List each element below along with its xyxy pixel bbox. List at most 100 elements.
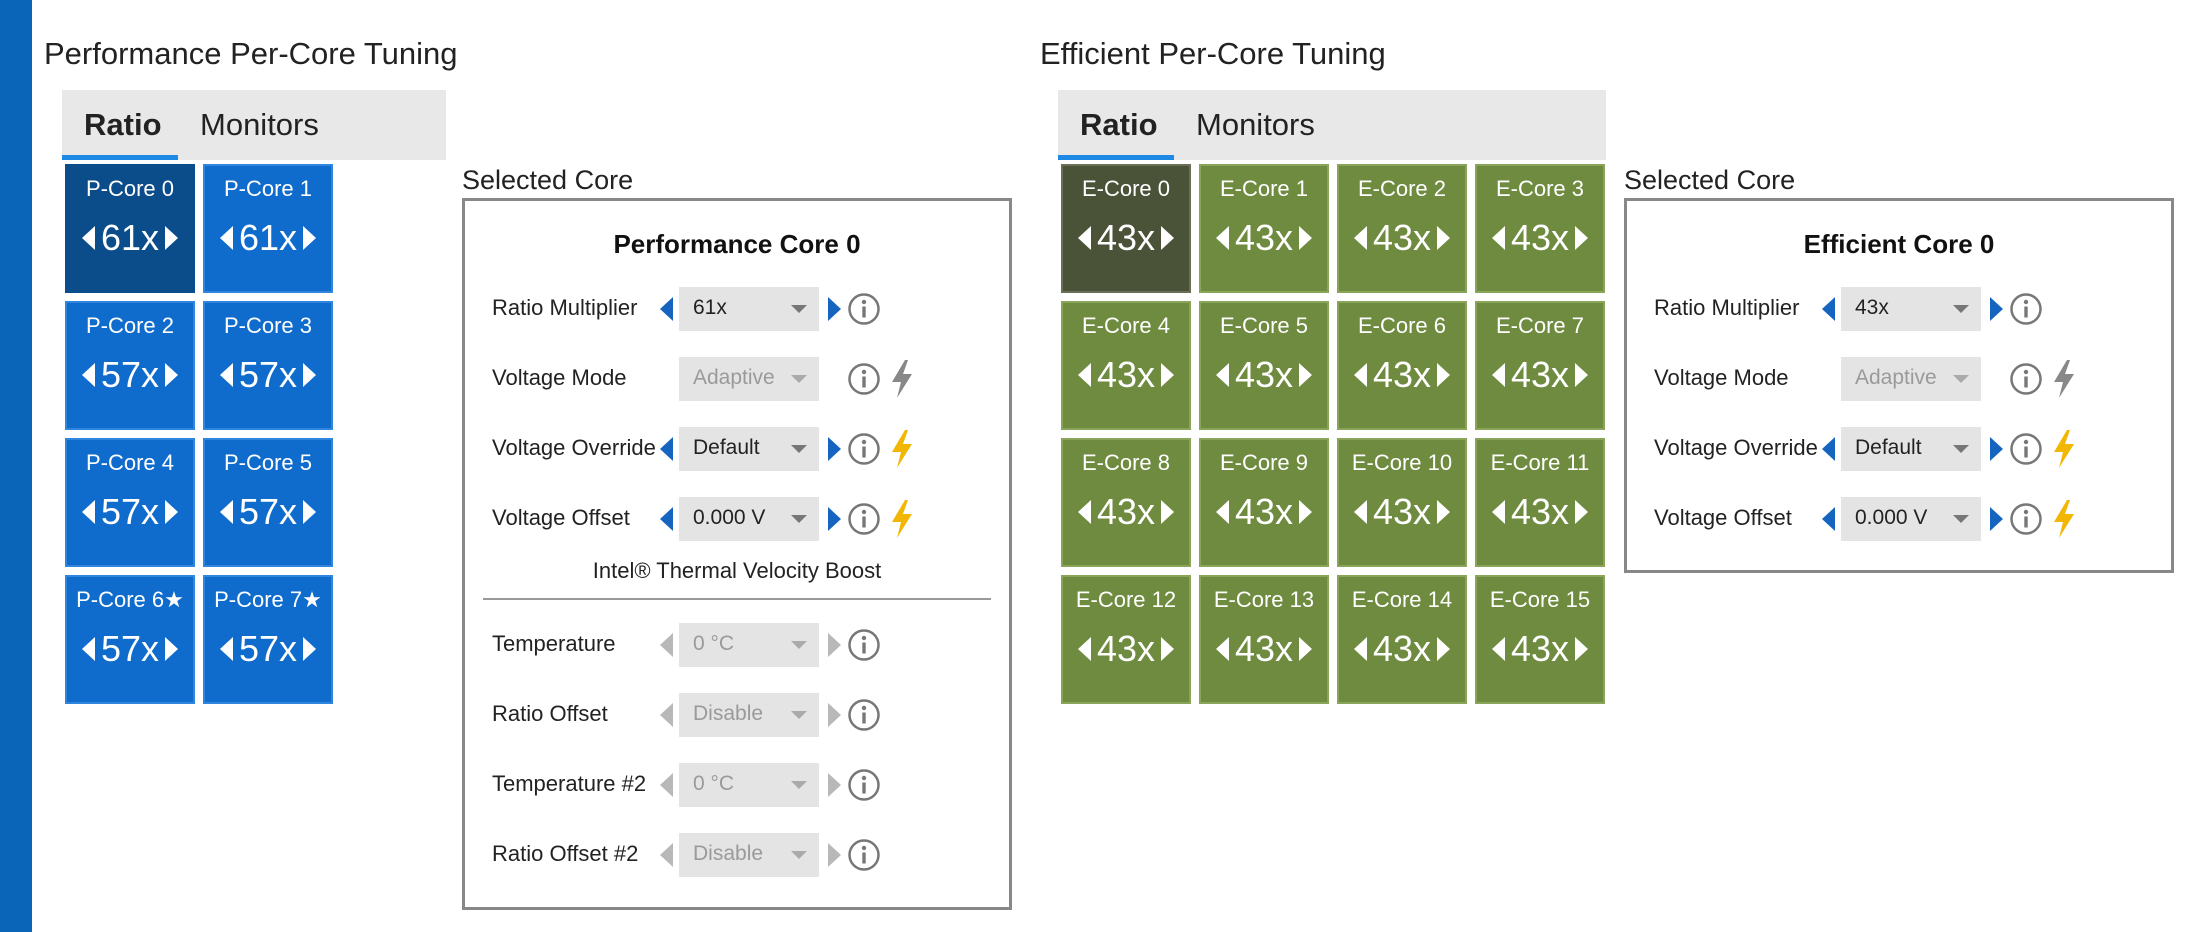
arrow-right-icon[interactable] (1161, 637, 1175, 661)
arrow-left-icon[interactable] (1822, 507, 1835, 531)
arrow-left-icon[interactable] (1822, 437, 1835, 461)
arrow-left-icon[interactable] (219, 637, 233, 661)
arrow-right-icon[interactable] (1990, 297, 2003, 321)
arrow-left-icon[interactable] (81, 363, 95, 387)
core-tile-6[interactable]: E-Core 6 43x (1337, 301, 1467, 430)
info-icon[interactable] (847, 698, 881, 732)
core-tile-12[interactable]: E-Core 12 43x (1061, 575, 1191, 704)
arrow-left-icon[interactable] (1491, 363, 1505, 387)
arrow-right-icon[interactable] (1990, 507, 2003, 531)
arrow-right-icon[interactable] (303, 363, 317, 387)
arrow-right-icon[interactable] (1575, 500, 1589, 524)
arrow-left-icon[interactable] (1077, 637, 1091, 661)
arrow-left-icon[interactable] (1215, 500, 1229, 524)
arrow-right-icon[interactable] (165, 500, 179, 524)
arrow-left-icon[interactable] (219, 500, 233, 524)
arrow-left-icon[interactable] (1353, 226, 1367, 250)
setting-dropdown[interactable]: 0.000 V (679, 497, 819, 541)
arrow-left-icon[interactable] (81, 226, 95, 250)
info-icon[interactable] (2009, 502, 2043, 536)
core-tile-9[interactable]: E-Core 9 43x (1199, 438, 1329, 567)
info-icon[interactable] (2009, 432, 2043, 466)
arrow-right-icon[interactable] (828, 507, 841, 531)
arrow-left-icon[interactable] (1077, 363, 1091, 387)
info-icon[interactable] (2009, 292, 2043, 326)
core-tile-1[interactable]: P-Core 1 61x (203, 164, 333, 293)
setting-dropdown[interactable]: Default (1841, 427, 1981, 471)
setting-dropdown[interactable]: Default (679, 427, 819, 471)
arrow-left-icon[interactable] (1353, 363, 1367, 387)
core-tile-5[interactable]: E-Core 5 43x (1199, 301, 1329, 430)
arrow-left-icon[interactable] (660, 297, 673, 321)
core-tile-1[interactable]: E-Core 1 43x (1199, 164, 1329, 293)
arrow-right-icon[interactable] (1299, 226, 1313, 250)
arrow-right-icon[interactable] (1437, 500, 1451, 524)
setting-dropdown[interactable]: 43x (1841, 287, 1981, 331)
setting-dropdown[interactable]: 0.000 V (1841, 497, 1981, 541)
setting-dropdown[interactable]: 61x (679, 287, 819, 331)
core-tile-2[interactable]: E-Core 2 43x (1337, 164, 1467, 293)
arrow-right-icon[interactable] (1575, 363, 1589, 387)
arrow-left-icon[interactable] (1491, 226, 1505, 250)
core-tile-0[interactable]: P-Core 0 61x (65, 164, 195, 293)
arrow-left-icon[interactable] (1491, 500, 1505, 524)
core-tile-4[interactable]: E-Core 4 43x (1061, 301, 1191, 430)
arrow-right-icon[interactable] (1990, 437, 2003, 461)
core-tile-4[interactable]: P-Core 4 57x (65, 438, 195, 567)
arrow-right-icon[interactable] (1299, 637, 1313, 661)
core-tile-7[interactable]: E-Core 7 43x (1475, 301, 1605, 430)
arrow-right-icon[interactable] (1437, 637, 1451, 661)
arrow-left-icon[interactable] (219, 363, 233, 387)
arrow-left-icon[interactable] (660, 437, 673, 461)
core-tile-10[interactable]: E-Core 10 43x (1337, 438, 1467, 567)
arrow-left-icon[interactable] (1077, 226, 1091, 250)
core-tile-14[interactable]: E-Core 14 43x (1337, 575, 1467, 704)
info-icon[interactable] (847, 838, 881, 872)
arrow-right-icon[interactable] (1437, 363, 1451, 387)
core-tile-0[interactable]: E-Core 0 43x (1061, 164, 1191, 293)
arrow-left-icon[interactable] (1353, 637, 1367, 661)
info-icon[interactable] (847, 292, 881, 326)
efficient-tab-monitors[interactable]: Monitors (1196, 107, 1315, 142)
arrow-right-icon[interactable] (303, 637, 317, 661)
arrow-right-icon[interactable] (1437, 226, 1451, 250)
arrow-right-icon[interactable] (303, 500, 317, 524)
arrow-right-icon[interactable] (1161, 500, 1175, 524)
core-tile-2[interactable]: P-Core 2 57x (65, 301, 195, 430)
info-icon[interactable] (847, 432, 881, 466)
core-tile-7[interactable]: P-Core 7★ 57x (203, 575, 333, 704)
arrow-right-icon[interactable] (1575, 637, 1589, 661)
efficient-tab-ratio[interactable]: Ratio (1080, 107, 1158, 142)
arrow-right-icon[interactable] (165, 637, 179, 661)
arrow-right-icon[interactable] (1161, 226, 1175, 250)
info-icon[interactable] (847, 628, 881, 662)
arrow-left-icon[interactable] (660, 507, 673, 531)
arrow-left-icon[interactable] (219, 226, 233, 250)
arrow-left-icon[interactable] (1353, 500, 1367, 524)
performance-tab-monitors[interactable]: Monitors (200, 107, 319, 142)
arrow-right-icon[interactable] (1575, 226, 1589, 250)
info-icon[interactable] (847, 362, 881, 396)
performance-tab-ratio[interactable]: Ratio (84, 107, 162, 142)
arrow-left-icon[interactable] (1215, 226, 1229, 250)
arrow-right-icon[interactable] (828, 437, 841, 461)
core-tile-13[interactable]: E-Core 13 43x (1199, 575, 1329, 704)
core-tile-11[interactable]: E-Core 11 43x (1475, 438, 1605, 567)
info-icon[interactable] (2009, 362, 2043, 396)
arrow-right-icon[interactable] (165, 226, 179, 250)
core-tile-3[interactable]: E-Core 3 43x (1475, 164, 1605, 293)
arrow-right-icon[interactable] (828, 297, 841, 321)
info-icon[interactable] (847, 768, 881, 802)
arrow-left-icon[interactable] (81, 637, 95, 661)
core-tile-8[interactable]: E-Core 8 43x (1061, 438, 1191, 567)
core-tile-5[interactable]: P-Core 5 57x (203, 438, 333, 567)
arrow-left-icon[interactable] (1215, 363, 1229, 387)
arrow-left-icon[interactable] (1215, 637, 1229, 661)
arrow-right-icon[interactable] (1299, 363, 1313, 387)
info-icon[interactable] (847, 502, 881, 536)
arrow-left-icon[interactable] (81, 500, 95, 524)
core-tile-3[interactable]: P-Core 3 57x (203, 301, 333, 430)
arrow-right-icon[interactable] (165, 363, 179, 387)
arrow-left-icon[interactable] (1491, 637, 1505, 661)
core-tile-15[interactable]: E-Core 15 43x (1475, 575, 1605, 704)
